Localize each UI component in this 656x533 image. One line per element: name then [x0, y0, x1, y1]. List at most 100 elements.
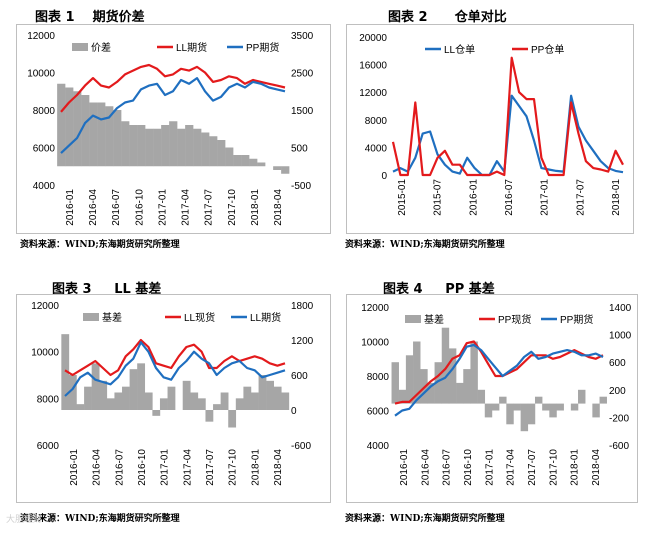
y2-tick-label: 1800 — [291, 301, 314, 312]
x-tick-label: 2017-01 — [160, 449, 171, 486]
x-tick-label: 2016-10 — [134, 189, 145, 226]
x-tick-label: 2017-07 — [205, 449, 216, 486]
y2-tick-label: 600 — [609, 358, 626, 369]
x-tick-label: 2017-07 — [204, 189, 215, 226]
area-bar-价差 — [249, 158, 258, 167]
legend-label: 基差 — [102, 311, 122, 324]
area-bar-基差 — [456, 382, 464, 404]
area-bar-基差 — [405, 355, 414, 404]
y2-tick-label: 1400 — [609, 303, 632, 314]
area-bar-价差 — [137, 125, 146, 167]
legend-label: 价差 — [91, 41, 111, 54]
area-bar-基差 — [273, 386, 282, 410]
chart-2: 0 4000 8000 12000 16000 20000 2015-01 2015-07 20… — [346, 24, 634, 234]
y-tick-label: 10000 — [361, 338, 389, 349]
area-bar-基差 — [448, 348, 457, 404]
area-bar-基差 — [599, 396, 607, 404]
x-tick-label: 2016-04 — [88, 189, 99, 226]
area-bar-基差 — [213, 404, 221, 410]
area-bar-价差 — [153, 128, 162, 167]
area-bar-价差 — [65, 87, 74, 167]
x-tick-label: 2017-10 — [227, 189, 238, 226]
area-bar-基差 — [463, 369, 471, 404]
y2-tick-label: -500 — [291, 181, 311, 192]
x-tick-label: 2018-01 — [250, 449, 261, 486]
area-bar-基差 — [99, 380, 108, 410]
x-tick-label: 2018-04 — [273, 189, 284, 226]
x-tick-label: 2018-01 — [570, 449, 581, 486]
y-tick-label: 6000 — [33, 144, 56, 155]
legend-label: 基差 — [424, 313, 444, 326]
area-bar-基差 — [398, 389, 407, 404]
area-bar-基差 — [506, 403, 514, 425]
x-tick-label: 2017-04 — [181, 189, 192, 226]
x-tick-label: 2017-01 — [484, 449, 495, 486]
x-tick-label: 2016-04 — [92, 449, 103, 486]
x-tick-label: 2016-01 — [468, 179, 479, 216]
area-bar-基差 — [549, 403, 557, 418]
legend-swatch — [72, 43, 88, 51]
y-tick-label: 0 — [381, 171, 387, 182]
area-bar-基差 — [61, 334, 70, 410]
area-bar-价差 — [217, 140, 226, 167]
area-bar-基差 — [205, 410, 214, 422]
chart-4-plot: 4000 6000 8000 10000 12000 -600 -200 200 600 1000… — [361, 303, 632, 486]
area-bar-基差 — [228, 410, 237, 428]
area-bar-基差 — [258, 375, 267, 410]
area-bar-基差 — [144, 392, 153, 410]
x-tick-label: 2016-01 — [69, 449, 80, 486]
area-bar-价差 — [185, 125, 194, 167]
x-tick-label: 2018-04 — [273, 449, 284, 486]
area-bar-基差 — [137, 363, 146, 410]
y2-tick-label: 600 — [291, 371, 308, 382]
area-bar-基差 — [220, 392, 229, 410]
area-bar-基差 — [243, 386, 252, 410]
x-tick-label: 2017-10 — [548, 449, 559, 486]
legend-label: LL仓单 — [444, 43, 475, 56]
chart-3-source: 资料来源：WIND;东海期货研究所整理 — [20, 514, 180, 524]
y-tick-label: 20000 — [359, 33, 387, 44]
area-bar-基差 — [152, 410, 161, 416]
area-bar-基差 — [592, 403, 600, 418]
legend-label: LL期货 — [250, 311, 281, 324]
legend-label: LL期货 — [176, 41, 207, 54]
area-bar-基差 — [114, 392, 123, 410]
y2-tick-label: 2500 — [291, 69, 314, 80]
area-bar-价差 — [281, 166, 290, 174]
x-tick-label: 2016-10 — [137, 449, 148, 486]
area-bar-基差 — [527, 403, 536, 425]
area-bar-基差 — [91, 363, 100, 410]
legend-label: LL现货 — [184, 311, 215, 324]
area-bar-价差 — [169, 121, 178, 167]
area-bar-基差 — [556, 403, 564, 411]
area-bar-价差 — [233, 155, 242, 167]
x-tick-label: 2016-07 — [111, 189, 122, 226]
chart-1-title: 图表 1 期货价差 — [35, 10, 145, 25]
y2-tick-label: -600 — [609, 441, 629, 452]
legend-label: PP期货 — [246, 41, 279, 54]
chart-4-title: 图表 4 PP 基差 — [383, 282, 495, 297]
chart-3: 6000 8000 10000 12000 -600 0 600 1200 1800 2016-0… — [16, 294, 331, 503]
x-tick-label: 2016-01 — [65, 189, 76, 226]
y-tick-label: 6000 — [37, 441, 60, 452]
area-bar-价差 — [193, 128, 202, 167]
x-tick-label: 2017-01 — [157, 189, 168, 226]
area-bar-价差 — [241, 155, 250, 167]
area-bar-基差 — [197, 398, 206, 410]
area-bar-基差 — [106, 398, 115, 410]
chart-1-source: 资料来源：WIND;东海期货研究所整理 — [20, 240, 180, 250]
area-bar-基差 — [427, 382, 435, 404]
area-bar-基差 — [578, 389, 586, 404]
area-bar-基差 — [84, 386, 92, 410]
area-bar-基差 — [250, 392, 259, 410]
x-tick-label: 2017-04 — [182, 449, 193, 486]
y-tick-label: 8000 — [365, 116, 388, 127]
area-bar-基差 — [281, 392, 290, 410]
chart-1: 4000 6000 8000 10000 12000 -500 500 1500 2500 350… — [16, 24, 331, 234]
area-bar-基差 — [534, 396, 543, 404]
x-tick-label: 2018-01 — [611, 179, 622, 216]
y-tick-label: 12000 — [31, 301, 59, 312]
y-tick-label: 12000 — [27, 31, 55, 42]
area-bar-价差 — [89, 102, 98, 167]
legend-swatch — [405, 315, 421, 323]
